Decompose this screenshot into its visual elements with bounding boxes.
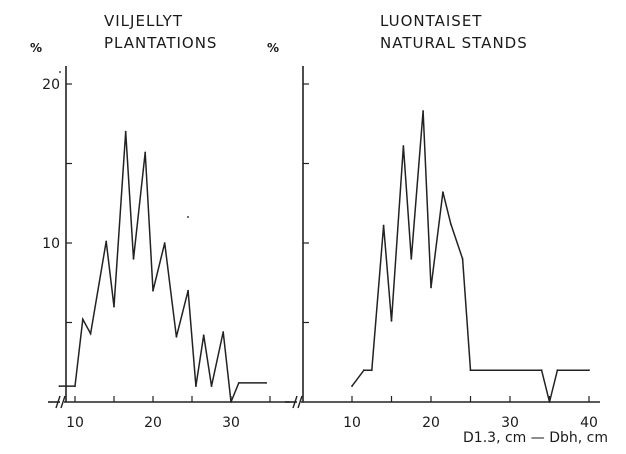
data-point [187, 289, 190, 292]
x-tick-label: 20 [422, 415, 440, 431]
data-point [588, 369, 590, 372]
data-point [230, 401, 232, 403]
data-point [58, 385, 61, 387]
axis-break-mark [60, 395, 66, 409]
data-point [74, 385, 76, 387]
scan-speck [187, 216, 189, 218]
x-axis-label: D1.3, cm — Dbh, cm [463, 430, 608, 446]
data-point [362, 369, 365, 372]
data-point [548, 401, 551, 403]
data-point [163, 242, 166, 244]
data-point [124, 130, 127, 133]
data-point [556, 369, 559, 372]
data-point [144, 151, 147, 154]
x-tick-label: 10 [343, 415, 361, 431]
data-point [195, 385, 197, 387]
y-tick-label: 20 [42, 77, 60, 93]
chart-subtitle: NATURAL STANDS [380, 34, 528, 52]
data-point [202, 334, 205, 337]
series-line [59, 131, 267, 403]
x-tick-label: 40 [580, 415, 598, 431]
data-point [113, 305, 115, 308]
data-point [222, 331, 225, 333]
data-point [449, 223, 452, 225]
data-point [105, 240, 108, 243]
data-point [210, 385, 213, 387]
chart-title: VILJELLYT [104, 12, 183, 30]
data-point [237, 382, 240, 384]
data-point [265, 382, 267, 384]
x-tick-label: 10 [66, 415, 84, 431]
y-unit-label: % [267, 41, 279, 55]
data-point [441, 191, 444, 194]
data-point [175, 335, 178, 338]
data-point [410, 258, 413, 260]
data-point [461, 258, 464, 260]
x-tick-label: 30 [501, 415, 519, 431]
chart-subtitle: PLANTATIONS [104, 34, 217, 52]
chart-title: LUONTAISET [380, 12, 482, 30]
data-point [89, 332, 92, 335]
data-point [382, 224, 385, 227]
data-point [422, 110, 424, 112]
series-line [351, 110, 589, 403]
data-point [430, 286, 432, 289]
data-point [81, 318, 84, 321]
data-point [351, 385, 353, 387]
data-point [370, 369, 373, 372]
axis-break-mark [297, 395, 303, 409]
data-point [152, 289, 154, 292]
data-point [390, 320, 393, 322]
axis-break-mark [292, 395, 298, 409]
x-tick-label: 30 [222, 415, 240, 431]
axis-break-mark [55, 395, 61, 409]
data-point [132, 258, 135, 260]
data-point [469, 369, 472, 372]
scan-speck [59, 71, 61, 73]
y-unit-label: % [30, 41, 42, 55]
data-point [540, 369, 543, 372]
y-tick-label: 10 [42, 236, 60, 252]
x-tick-label: 20 [144, 415, 162, 431]
data-point [402, 145, 405, 147]
